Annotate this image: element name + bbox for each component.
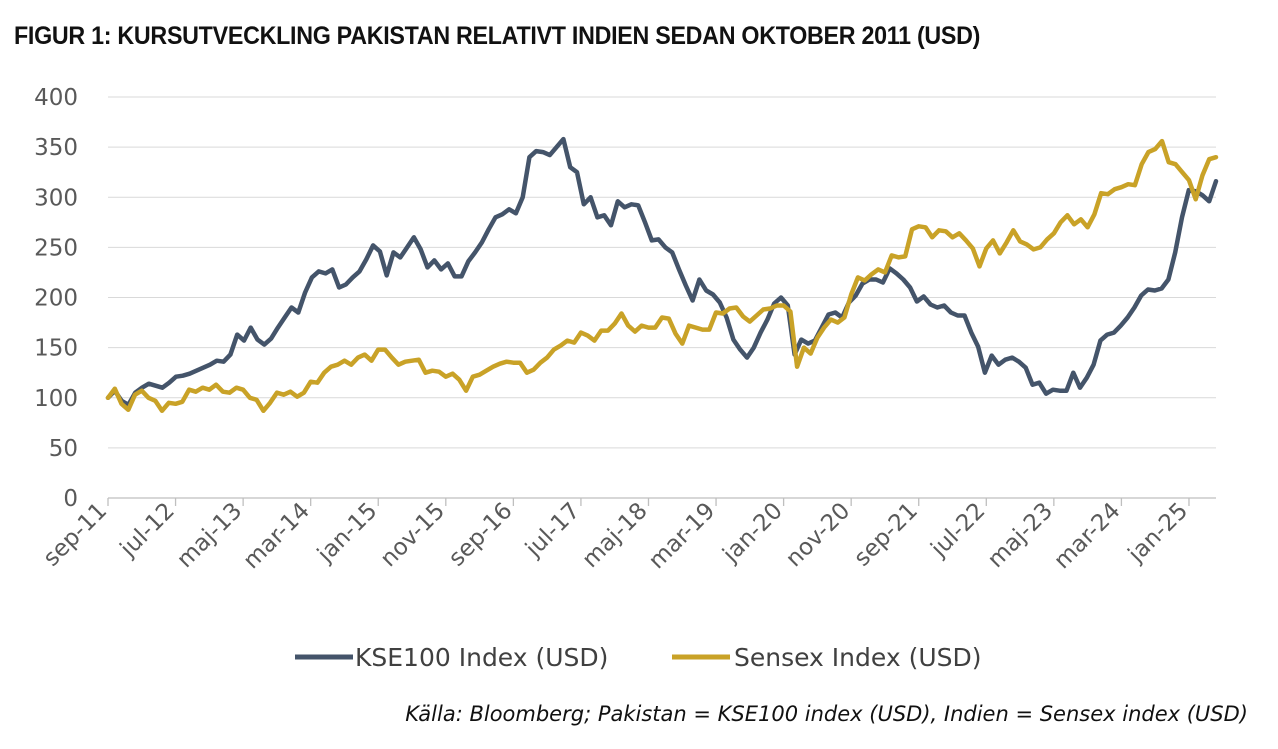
legend: KSE100 Index (USD) Sensex Index (USD) bbox=[295, 643, 982, 672]
x-tick-label-nov-15: nov-15 bbox=[376, 498, 450, 572]
y-tick-label-0: 0 bbox=[63, 486, 78, 512]
series-lines bbox=[105, 136, 1219, 414]
chart-svg: 0 50 100 150 200 250 300 350 400 sep-11 jul-12maj… bbox=[34, 85, 1219, 672]
x-tick-label-jul-22: jul-22 bbox=[926, 498, 991, 563]
source-note: Källa: Bloomberg; Pakistan = KSE100 inde… bbox=[405, 702, 1248, 726]
x-tick-label-maj-23: maj-23 bbox=[983, 498, 1058, 573]
y-tick-label-250: 250 bbox=[34, 235, 78, 261]
x-tick-label-jan-15: jan-15 bbox=[312, 498, 382, 568]
y-tick-label-50: 50 bbox=[49, 436, 78, 462]
chart-title: FIGUR 1: KURSUTVECKLING PAKISTAN RELATIV… bbox=[14, 22, 981, 50]
x-tick-label-jan-25: jan-25 bbox=[1123, 498, 1193, 568]
y-tick-label-350: 350 bbox=[34, 135, 78, 161]
x-tick-label-mar-19: mar-19 bbox=[644, 498, 720, 574]
y-tick-label-100: 100 bbox=[34, 386, 78, 412]
x-tick-label-jul-12: jul-12 bbox=[115, 498, 180, 563]
x-tick-label-nov-20: nov-20 bbox=[781, 498, 855, 572]
grid-lines bbox=[108, 96, 1216, 449]
x-tick-label-jan-20: jan-20 bbox=[717, 498, 787, 568]
legend-label-sensex: Sensex Index (USD) bbox=[734, 643, 982, 672]
y-tick-label-300: 300 bbox=[34, 185, 78, 211]
series-line-sensex bbox=[105, 138, 1219, 414]
x-tick-label-mar-24: mar-24 bbox=[1049, 498, 1125, 574]
x-tick-label-mar-14: mar-14 bbox=[239, 498, 315, 574]
y-axis-tick-labels: 0 50 100 150 200 250 300 350 400 bbox=[34, 85, 78, 512]
x-tick-label-maj-13: maj-13 bbox=[172, 498, 247, 573]
x-axis-tick-labels: sep-11 jul-12maj-13mar-14jan-15nov-15sep-… bbox=[38, 498, 1193, 574]
y-tick-label-200: 200 bbox=[34, 286, 78, 312]
x-tick-label-maj-18: maj-18 bbox=[577, 498, 652, 573]
y-tick-label-400: 400 bbox=[34, 85, 78, 111]
series-line-kse100 bbox=[105, 136, 1219, 408]
legend-label-kse100: KSE100 Index (USD) bbox=[355, 643, 608, 672]
x-tick-label-jul-17: jul-17 bbox=[520, 498, 585, 563]
x-tick-label-sep-21: sep-21 bbox=[849, 498, 923, 572]
x-axis bbox=[107, 497, 1216, 506]
y-tick-label-150: 150 bbox=[34, 336, 78, 362]
x-tick-label-sep-16: sep-16 bbox=[444, 498, 518, 572]
